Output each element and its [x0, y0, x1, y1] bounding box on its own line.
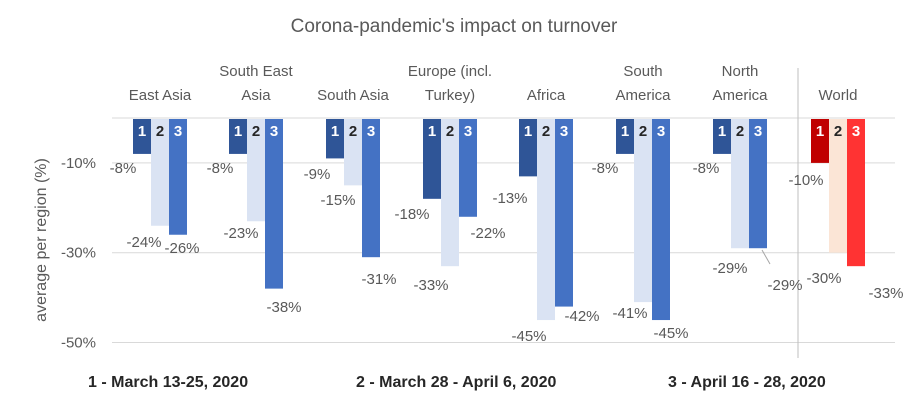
bar-s1-3 — [326, 119, 344, 159]
data-label: -8% — [110, 160, 137, 177]
bar-s3-5 — [555, 119, 573, 307]
bar-marker: 3 — [174, 123, 182, 140]
legend-series-1: 1 - March 13-25, 2020 — [88, 374, 249, 391]
data-label: -31% — [361, 271, 396, 288]
data-label: -29% — [767, 277, 802, 294]
bar-marker: 3 — [367, 123, 375, 140]
bar-marker: 3 — [852, 123, 860, 140]
category-label: World — [819, 87, 858, 104]
bar-s2-3 — [344, 119, 362, 186]
data-label: -9% — [304, 166, 331, 183]
bar-s2-2 — [247, 119, 265, 222]
category-label: South — [623, 63, 662, 80]
bar-marker: 3 — [657, 123, 665, 140]
legend-series-3: 3 - April 16 - 28, 2020 — [668, 374, 826, 391]
bar-s1-8 — [811, 119, 829, 163]
data-label: -22% — [470, 225, 505, 242]
bar-s3-6 — [652, 119, 670, 321]
data-label: -33% — [868, 285, 903, 302]
category-label: South Asia — [317, 87, 389, 104]
bar-marker: 2 — [639, 123, 647, 140]
bar-marker: 2 — [349, 123, 357, 140]
data-label: -8% — [693, 160, 720, 177]
bar-marker: 3 — [464, 123, 472, 140]
bar-s3-7 — [749, 119, 767, 249]
bar-s3-3 — [362, 119, 380, 258]
bar-s1-5 — [519, 119, 537, 177]
y-tick-label: -30% — [61, 245, 96, 262]
bar-marker: 1 — [524, 123, 532, 140]
y-tick-label: -50% — [61, 335, 96, 352]
data-label: -8% — [592, 160, 619, 177]
bar-marker: 1 — [718, 123, 726, 140]
category-label: South East — [219, 63, 293, 80]
chart-title: Corona-pandemic's impact on turnover — [290, 16, 618, 37]
y-axis-label: average per region (%) — [33, 158, 50, 322]
bar-s1-4 — [423, 119, 441, 199]
leader-line — [761, 249, 771, 265]
bar-s2-6 — [634, 119, 652, 303]
bar-s2-5 — [537, 119, 555, 321]
bar-marker: 2 — [446, 123, 454, 140]
data-label: -45% — [653, 325, 688, 342]
data-label: -26% — [164, 240, 199, 257]
bar-marker: 2 — [834, 123, 842, 140]
data-label: -29% — [712, 260, 747, 277]
data-label: -33% — [413, 277, 448, 294]
bar-marker: 3 — [270, 123, 278, 140]
data-label: -8% — [207, 160, 234, 177]
bar-marker: 2 — [156, 123, 164, 140]
bar-marker: 2 — [736, 123, 744, 140]
bar-s2-4 — [441, 119, 459, 267]
legend-series-2: 2 - March 28 - April 6, 2020 — [356, 374, 557, 391]
bar-s3-4 — [459, 119, 477, 217]
data-label: -24% — [126, 234, 161, 251]
data-label: -38% — [266, 299, 301, 316]
bar-marker: 3 — [754, 123, 762, 140]
data-label: -23% — [223, 225, 258, 242]
bar-s1-7 — [713, 119, 731, 154]
data-label: -15% — [320, 192, 355, 209]
category-label: North — [722, 63, 759, 80]
category-label: Europe (incl. — [408, 63, 492, 80]
data-label: -18% — [394, 206, 429, 223]
bar-s3-8 — [847, 119, 865, 267]
category-label: East Asia — [129, 87, 192, 104]
bar-s3-2 — [265, 119, 283, 289]
category-label: Turkey) — [425, 87, 475, 104]
bar-marker: 1 — [331, 123, 339, 140]
bar-marker: 1 — [428, 123, 436, 140]
data-label: -10% — [788, 172, 823, 189]
category-label: America — [615, 87, 671, 104]
bar-marker: 1 — [816, 123, 824, 140]
bar-marker: 1 — [621, 123, 629, 140]
bar-s2-8 — [829, 119, 847, 253]
bar-marker: 2 — [542, 123, 550, 140]
bar-s3-1 — [169, 119, 187, 235]
bar-marker: 1 — [234, 123, 242, 140]
data-label: -30% — [806, 270, 841, 287]
bar-marker: 1 — [138, 123, 146, 140]
data-label: -13% — [492, 190, 527, 207]
bar-s2-1 — [151, 119, 169, 226]
data-label: -41% — [612, 305, 647, 322]
bar-s1-2 — [229, 119, 247, 154]
bar-s1-6 — [616, 119, 634, 154]
bar-marker: 3 — [560, 123, 568, 140]
bar-s2-7 — [731, 119, 749, 249]
y-tick-label: -10% — [61, 155, 96, 172]
category-label: Asia — [241, 87, 271, 104]
category-label: America — [712, 87, 768, 104]
bar-s1-1 — [133, 119, 151, 154]
bar-marker: 2 — [252, 123, 260, 140]
category-label: Africa — [527, 87, 566, 104]
data-label: -45% — [511, 328, 546, 345]
data-label: -42% — [564, 308, 599, 325]
